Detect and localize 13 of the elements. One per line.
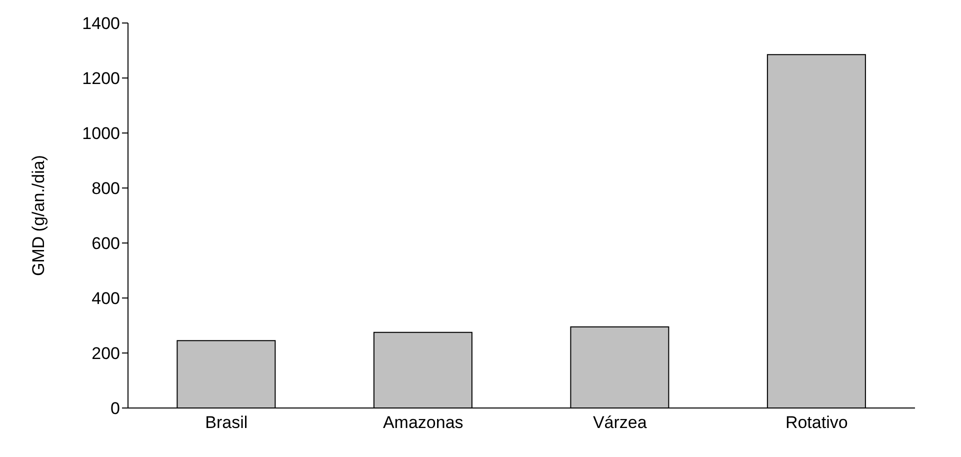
- y-tick-label: 200: [92, 344, 120, 364]
- x-tick-label: Rotativo: [785, 413, 848, 432]
- x-tick-label: Várzea: [592, 413, 648, 432]
- y-tick-label: 0: [110, 399, 120, 418]
- y-tick-label: 1000: [82, 124, 120, 144]
- y-tick-label: 600: [92, 234, 120, 254]
- y-tick-label: 800: [92, 179, 120, 198]
- x-tick-label: Amazonas: [382, 413, 464, 432]
- y-tick-label: 1400: [82, 14, 120, 34]
- y-tick-label: 1200: [82, 69, 120, 88]
- y-tick-label: 400: [92, 289, 120, 308]
- y-axis-title: GMD (g/an./dia): [29, 155, 48, 276]
- x-tick-label: Brasil: [205, 413, 248, 432]
